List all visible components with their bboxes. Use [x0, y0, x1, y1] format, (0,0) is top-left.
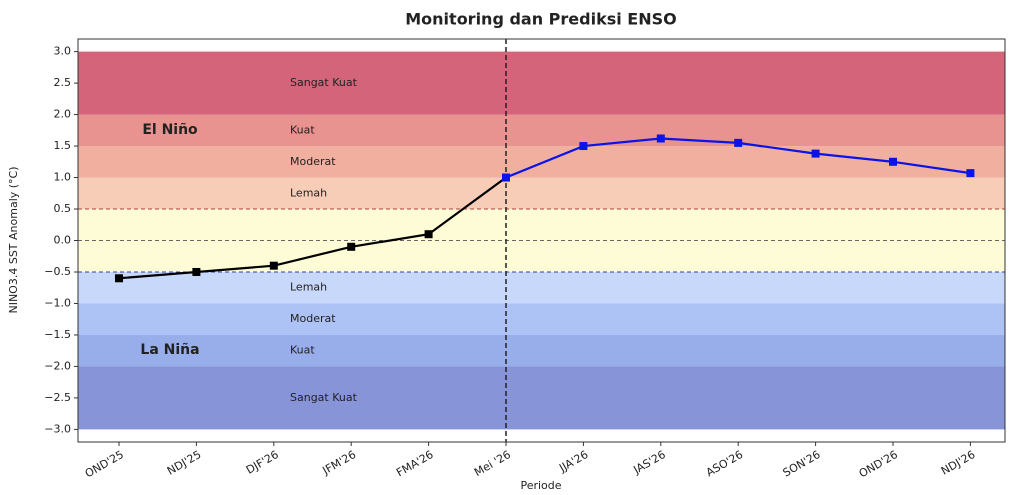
band-label: Sangat Kuat: [290, 76, 358, 89]
data-point: [347, 242, 356, 251]
band: [78, 303, 1005, 335]
x-tick-label: NDJ'25: [165, 448, 204, 478]
x-tick-label: JJA'26: [556, 448, 590, 475]
data-point: [269, 261, 278, 270]
x-tick-label: SON'26: [781, 448, 823, 480]
band: [78, 271, 1005, 304]
plot-area: Sangat Kuat Kuat Moderat Lemah Lemah Moderat K…: [78, 39, 1005, 442]
y-tick-label: 0.0: [54, 234, 72, 247]
band-label: Kuat: [290, 344, 315, 357]
annotation: El Niño: [142, 122, 198, 138]
band-label: Moderat: [290, 312, 336, 325]
band: [78, 114, 1005, 147]
x-tick-label: JAS'26: [630, 448, 667, 477]
y-tick-label: 3.0: [54, 45, 72, 58]
y-tick-label: −2.0: [44, 359, 71, 372]
data-point: [115, 274, 123, 283]
data-point: [192, 267, 201, 276]
band: [78, 177, 1005, 210]
chart-title: Monitoring dan Prediksi ENSO: [405, 10, 677, 29]
band-label: Kuat: [290, 123, 315, 136]
band-label: Moderat: [290, 155, 336, 168]
data-point: [966, 169, 975, 178]
data-point: [889, 157, 897, 166]
x-tick-label: DJF'26: [244, 448, 281, 477]
band: [78, 51, 1005, 115]
x-tick-label: Mei '26: [472, 448, 513, 479]
y-tick-label: −3.0: [44, 422, 71, 435]
y-tick-label: 1.5: [54, 139, 72, 152]
y-tick-label: 2.5: [54, 76, 72, 89]
y-axis-label: NINO3.4 SST Anomaly (°C): [7, 166, 20, 313]
x-tick-label: ASO'26: [704, 448, 745, 479]
series-line: [118, 176, 507, 280]
annotation: La Niña: [140, 342, 199, 358]
band: [78, 366, 1005, 430]
y-tick-label: −0.5: [44, 265, 71, 278]
band: [78, 334, 1005, 367]
x-tick-label: OND'26: [857, 448, 900, 480]
x-tick-label: FMA'26: [394, 448, 435, 479]
band-label: Lemah: [290, 186, 327, 199]
band: [78, 146, 1005, 178]
y-tick-label: 0.5: [54, 202, 72, 215]
band-label: Sangat Kuat: [290, 391, 358, 404]
data-point: [811, 149, 820, 158]
y-tick-label: −2.5: [44, 391, 71, 404]
y-tick-label: −1.5: [44, 328, 71, 341]
data-point: [656, 134, 665, 143]
data-point: [734, 138, 743, 147]
data-point: [424, 230, 433, 239]
band-label: Lemah: [290, 281, 327, 294]
data-point: [502, 173, 510, 182]
y-tick-label: 1.0: [54, 171, 72, 184]
data-point: [579, 142, 588, 151]
y-tick-label: 2.0: [54, 108, 72, 121]
x-tick-label: JFM'26: [320, 448, 359, 478]
x-tick-label: OND'25: [83, 448, 126, 480]
y-tick-label: −1.0: [44, 296, 71, 309]
x-axis-label: Periode: [520, 479, 561, 492]
x-tick-label: NDJ'26: [939, 448, 978, 478]
